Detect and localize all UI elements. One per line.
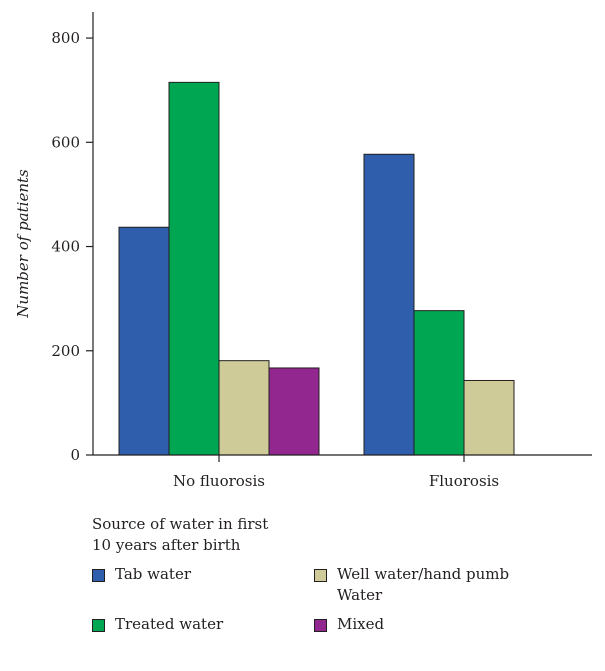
legend-swatch-treated-water xyxy=(92,619,105,632)
x-axis-ticks: No fluorosis Fluorosis xyxy=(173,455,499,490)
legend-label-treated-water: Treated water xyxy=(115,615,224,633)
bar-fluorosis-tab-water xyxy=(363,153,415,456)
bar-fluorosis-well-water-hand-pumb-water xyxy=(463,379,515,456)
legend-title: Source of water in first 10 years after … xyxy=(92,515,269,554)
legend-item-treated-water: Treated water xyxy=(92,614,314,635)
y-tick-label: 800 xyxy=(51,29,80,47)
legend-swatch-tab-water xyxy=(92,569,105,582)
bars xyxy=(118,81,515,456)
x-tick-label: No fluorosis xyxy=(173,472,265,490)
legend-items: Tab water Well water/hand pumb Water Tre… xyxy=(92,564,592,635)
legend-item-well-water: Well water/hand pumb Water xyxy=(314,564,574,606)
bar-no-fluorosis-well-water-hand-pumb-water xyxy=(218,360,270,456)
y-axis-ticks: 0 200 400 600 800 xyxy=(51,29,93,464)
bar-chart: 0 200 400 600 800 No fluorosis Fluorosis Numb… xyxy=(14,12,592,490)
bar-no-fluorosis-treated-water xyxy=(168,81,220,456)
legend-swatch-mixed xyxy=(314,619,327,632)
legend-item-tab-water: Tab water xyxy=(92,564,314,606)
y-tick-label: 0 xyxy=(70,446,80,464)
legend-swatch-well-water xyxy=(314,569,327,582)
legend-item-mixed: Mixed xyxy=(314,614,574,635)
bar-fluorosis-treated-water xyxy=(413,310,465,456)
bar-no-fluorosis-mixed xyxy=(268,367,320,456)
legend-label-well-water: Well water/hand pumb Water xyxy=(337,565,510,604)
legend: Source of water in first 10 years after … xyxy=(92,514,592,635)
legend-label-mixed: Mixed xyxy=(337,615,385,633)
y-axis-label: Number of patients xyxy=(14,169,32,319)
y-tick-label: 400 xyxy=(51,238,80,256)
x-tick-label: Fluorosis xyxy=(429,472,499,490)
y-tick-label: 200 xyxy=(51,342,80,360)
legend-label-tab-water: Tab water xyxy=(115,565,192,583)
bar-no-fluorosis-tab-water xyxy=(118,226,170,456)
y-tick-label: 600 xyxy=(51,133,80,151)
